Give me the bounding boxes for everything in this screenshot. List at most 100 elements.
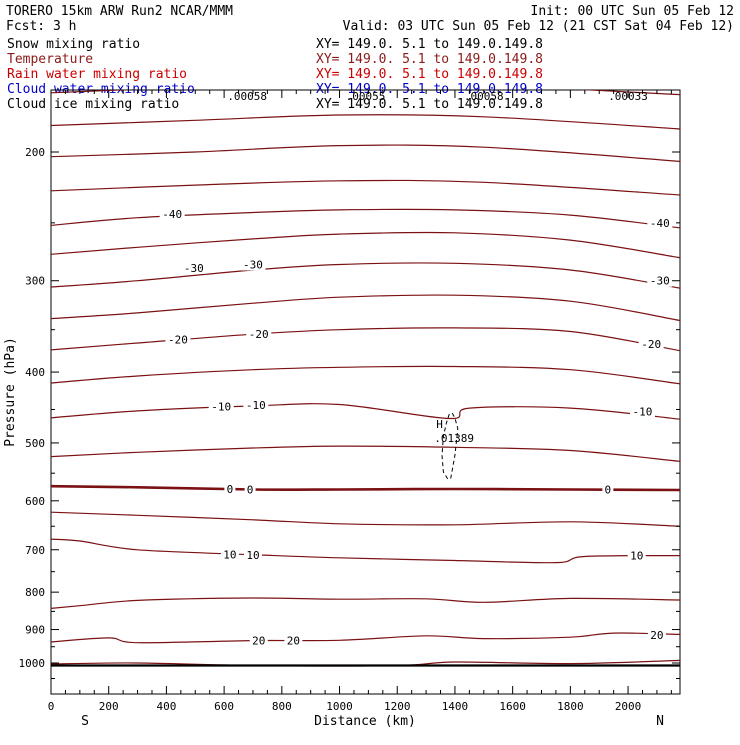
isotherm-label: 0	[605, 484, 612, 497]
isotherm-label: 10	[246, 549, 259, 562]
x-tick-label: 200	[99, 700, 119, 713]
isotherm-label-bg	[284, 634, 303, 647]
isotherm-labels: -40-40-30 -30-30-20 -20-20-10 -10 -100 0 010 10…	[159, 207, 673, 648]
isotherm-label-bg	[249, 634, 268, 647]
legend-label: Cloud ice mixing ratio	[7, 97, 179, 112]
isotherm-line	[51, 179, 680, 196]
isotherm-line	[51, 327, 680, 352]
isotherm-line	[51, 114, 680, 130]
isotherm-label-bg	[181, 261, 207, 274]
isotherm-label: -20	[168, 334, 188, 347]
isotherm-line	[51, 294, 680, 322]
x-tick-label: 2000	[615, 700, 642, 713]
model-title: TORERO 15km ARW Run2 NCAR/MMM	[6, 4, 233, 19]
isotherm-line	[51, 144, 680, 162]
isotherm-label: -10	[211, 401, 231, 414]
legend-xy: XY= 149.0. 5.1 to 149.0.149.8	[316, 37, 543, 52]
axes: 0 200 400 600 800 1000 1200 1400 1600 1800 2000200…	[19, 90, 680, 713]
isotherm-line	[51, 262, 680, 289]
north-endpoint-label: N	[656, 714, 664, 729]
cloud-max-value: .01389	[434, 432, 474, 445]
isotherm-label-bg	[647, 274, 673, 287]
isotherm-label: -10	[246, 399, 266, 412]
isotherm-label: 10	[223, 548, 236, 561]
isotherm-label-bg	[224, 482, 236, 495]
x-tick-label: 800	[272, 700, 292, 713]
isotherm-label-bg	[246, 328, 272, 341]
legend-label: Snow mixing ratio	[7, 37, 140, 52]
isotherm-label: 20	[650, 629, 663, 642]
isotherm-label: 20	[287, 634, 300, 647]
isotherm-line	[51, 597, 680, 609]
isotherm-label-bg	[602, 483, 614, 496]
x-tick-label: 600	[214, 700, 234, 713]
high-marker: H	[436, 418, 443, 431]
y-tick-label: 400	[25, 366, 45, 379]
x-tick-label: 1600	[499, 700, 526, 713]
x-tick-label: 1800	[557, 700, 584, 713]
legend-xy: XY= 149.0. 5.1 to 149.0.149.8	[316, 67, 543, 82]
y-tick-label: 900	[25, 624, 45, 637]
isotherm-line	[51, 511, 680, 527]
isotherm-lines	[51, 90, 680, 667]
isotherm-label: -40	[650, 217, 670, 230]
isotherm-label-bg	[638, 337, 664, 350]
isotherm-line	[51, 403, 680, 420]
isotherm-label: 0	[247, 484, 254, 497]
x-tick-label: 0	[48, 700, 55, 713]
plot-frame	[50, 89, 681, 695]
y-tick-label: 300	[25, 275, 45, 288]
isotherm-label-bg	[159, 207, 185, 220]
isotherm-label-bg	[240, 258, 266, 271]
isotherm-label-bg	[629, 405, 655, 418]
isotherm-label-bg	[627, 549, 646, 562]
isotherm-label: -30	[184, 262, 204, 275]
legend-xy: XY= 149.0. 5.1 to 149.0.149.8	[316, 52, 543, 67]
isotherm-label-bg	[244, 483, 256, 496]
isotherm-line	[51, 632, 680, 644]
isotherm-label-bg	[208, 400, 234, 413]
isotherm-label: -20	[641, 338, 661, 351]
forecast-hour: Fcst: 3 h	[6, 19, 76, 34]
y-tick-label: 800	[25, 586, 45, 599]
x-tick-label: 400	[156, 700, 176, 713]
south-endpoint-label: S	[81, 714, 89, 729]
mixing-ratio-annotation: .00058	[464, 90, 504, 103]
x-tick-label: 1200	[384, 700, 411, 713]
isotherm-label: -30	[650, 275, 670, 288]
isotherm-line	[51, 445, 680, 462]
mixing-ratio-annotation: .00058	[227, 90, 267, 103]
isotherm-line	[51, 538, 680, 564]
isotherm-label-bg	[647, 216, 673, 229]
isotherm-label: 0	[227, 483, 234, 496]
isotherm-label-bg	[243, 549, 262, 562]
isotherm-label: -40	[162, 208, 182, 221]
init-time: Init: 00 UTC Sun 05 Feb 12	[531, 4, 735, 19]
x-tick-label: 1000	[326, 700, 353, 713]
isotherm-label: 10	[630, 550, 643, 563]
y-tick-label: 200	[25, 146, 45, 159]
x-axis-label: Distance (km)	[314, 714, 416, 729]
cloud-ice-contour	[441, 412, 459, 480]
valid-time: Valid: 03 UTC Sun 05 Feb 12 (21 CST Sat …	[343, 19, 734, 34]
isotherm-label: 20	[252, 635, 265, 648]
isotherm-label: -30	[243, 258, 263, 271]
mixing-ratio-annotation: .00055	[346, 90, 386, 103]
isotherm-line	[51, 231, 680, 259]
isotherm-label-bg	[165, 333, 191, 346]
isotherm-line	[51, 484, 680, 492]
isotherm-label: -10	[633, 406, 653, 419]
x-tick-label: 1400	[442, 700, 469, 713]
legend: Snow mixing ratio XY= 149.0. 5.1 to 149.0…	[7, 37, 543, 112]
isotherm-label-bg	[647, 629, 666, 642]
legend-xy: XY= 149.0. 5.1 to 149.0.149.8	[316, 97, 543, 112]
legend-label: Rain water mixing ratio	[7, 67, 187, 82]
y-tick-label: 600	[25, 495, 45, 508]
isotherm-line	[51, 208, 680, 229]
isotherm-label-bg	[220, 548, 239, 561]
y-tick-label: 1000	[19, 657, 46, 670]
isotherm-label-bg	[243, 399, 269, 412]
